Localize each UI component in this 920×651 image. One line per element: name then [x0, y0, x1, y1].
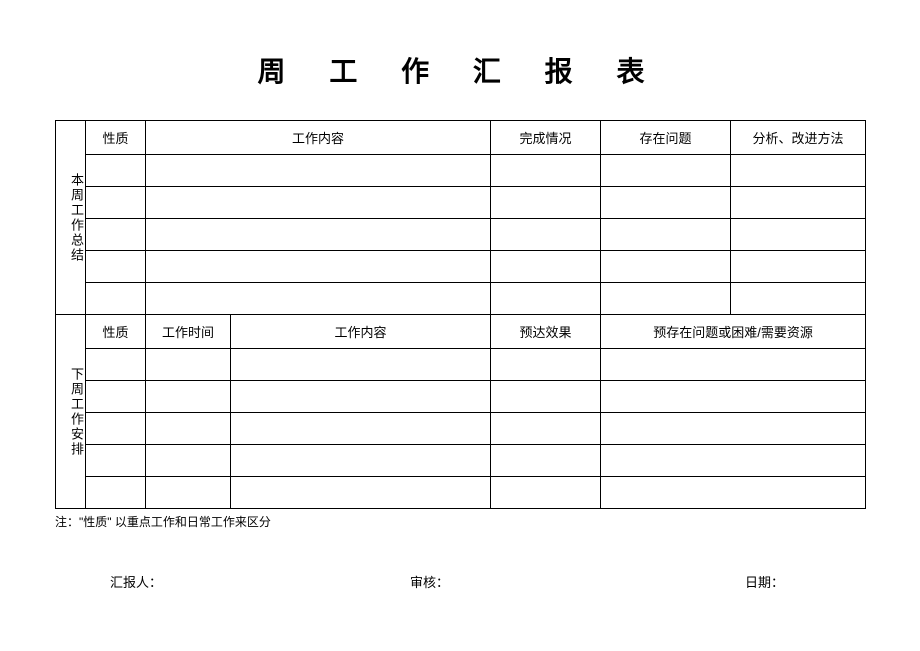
footer-reviewer: 审核： [410, 572, 745, 591]
s1-cell [491, 155, 601, 187]
s1-cell [491, 283, 601, 315]
s2-cell [491, 413, 601, 445]
s1-cell [146, 219, 491, 251]
table-row [56, 349, 866, 381]
s1-header-content: 工作内容 [146, 121, 491, 155]
s2-cell [491, 445, 601, 477]
s2-cell [146, 381, 231, 413]
s2-cell [86, 477, 146, 509]
table-row [56, 381, 866, 413]
footnote: 注："性质" 以重点工作和日常工作来区分 [55, 513, 865, 530]
s1-cell [86, 251, 146, 283]
s2-cell [601, 381, 866, 413]
s2-cell [491, 349, 601, 381]
report-table: 本周工作总结 性质 工作内容 完成情况 存在问题 分析、改进方法 [55, 120, 866, 509]
s1-cell [86, 283, 146, 315]
s1-cell [601, 251, 731, 283]
s2-header-time: 工作时间 [146, 315, 231, 349]
s2-cell [146, 477, 231, 509]
s1-cell [731, 187, 866, 219]
footer-date: 日期： [745, 572, 865, 591]
section1-label: 本周工作总结 [56, 173, 86, 263]
s1-cell [146, 251, 491, 283]
s1-cell [86, 155, 146, 187]
s2-cell [601, 413, 866, 445]
s1-cell [601, 219, 731, 251]
s2-header-nature: 性质 [86, 315, 146, 349]
s2-cell [231, 413, 491, 445]
s2-cell [146, 349, 231, 381]
s1-cell [601, 283, 731, 315]
s2-cell [601, 477, 866, 509]
table-row [56, 413, 866, 445]
s2-cell [86, 349, 146, 381]
s2-cell [231, 445, 491, 477]
s2-cell [231, 381, 491, 413]
s1-cell [731, 219, 866, 251]
table-row [56, 155, 866, 187]
s1-cell [146, 155, 491, 187]
section2-header-row: 下周工作安排 性质 工作时间 工作内容 预达效果 预存在问题或困难/需要资源 [56, 315, 866, 349]
s2-cell [146, 413, 231, 445]
s2-cell [231, 349, 491, 381]
section2-label: 下周工作安排 [56, 367, 86, 457]
s2-cell [491, 477, 601, 509]
s1-cell [146, 283, 491, 315]
table-row [56, 445, 866, 477]
table-row [56, 251, 866, 283]
s1-cell [601, 187, 731, 219]
s1-cell [491, 251, 601, 283]
s2-cell [491, 381, 601, 413]
s1-cell [601, 155, 731, 187]
s1-header-completion: 完成情况 [491, 121, 601, 155]
footer-row: 汇报人： 审核： 日期： [55, 572, 865, 591]
s1-cell [491, 219, 601, 251]
s2-cell [86, 381, 146, 413]
s1-cell [86, 219, 146, 251]
s1-cell [86, 187, 146, 219]
s2-header-effect: 预达效果 [491, 315, 601, 349]
table-row [56, 187, 866, 219]
table-row [56, 477, 866, 509]
s1-header-analysis: 分析、改进方法 [731, 121, 866, 155]
s1-header-issues: 存在问题 [601, 121, 731, 155]
section1-header-row: 本周工作总结 性质 工作内容 完成情况 存在问题 分析、改进方法 [56, 121, 866, 155]
s2-header-problems: 预存在问题或困难/需要资源 [601, 315, 866, 349]
section2-label-cell: 下周工作安排 [56, 315, 86, 509]
s2-cell [86, 445, 146, 477]
section1-label-cell: 本周工作总结 [56, 121, 86, 315]
s1-cell [731, 283, 866, 315]
footer-reporter: 汇报人： [110, 572, 410, 591]
table-row [56, 283, 866, 315]
s1-header-nature: 性质 [86, 121, 146, 155]
s2-cell [601, 445, 866, 477]
s1-cell [731, 251, 866, 283]
s2-cell [146, 445, 231, 477]
s2-header-content: 工作内容 [231, 315, 491, 349]
s2-cell [231, 477, 491, 509]
s1-cell [491, 187, 601, 219]
s2-cell [86, 413, 146, 445]
s2-cell [601, 349, 866, 381]
s1-cell [731, 155, 866, 187]
s1-cell [146, 187, 491, 219]
page-title: 周 工 作 汇 报 表 [55, 50, 865, 90]
table-row [56, 219, 866, 251]
